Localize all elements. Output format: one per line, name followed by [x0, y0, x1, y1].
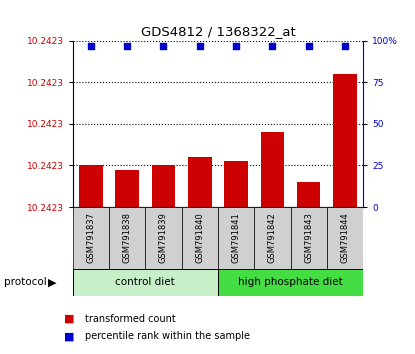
Text: ■: ■ [64, 314, 75, 324]
Bar [145, 207, 181, 269]
Text: GSM791839: GSM791839 [159, 212, 168, 263]
Text: ▶: ▶ [48, 277, 56, 287]
Point [124, 43, 130, 48]
Bar [327, 207, 363, 269]
Text: GSM791840: GSM791840 [195, 212, 204, 263]
Text: GSM791841: GSM791841 [232, 212, 241, 263]
Text: GSM791838: GSM791838 [122, 212, 132, 263]
Text: GSM791837: GSM791837 [86, 212, 95, 263]
Text: GSM791843: GSM791843 [304, 212, 313, 263]
Text: percentile rank within the sample: percentile rank within the sample [85, 331, 250, 341]
Bar [79, 166, 103, 207]
Bar [254, 207, 290, 269]
Bar [261, 132, 284, 207]
Text: control diet: control diet [115, 277, 175, 287]
Bar [224, 160, 248, 207]
Bar [73, 269, 218, 296]
Text: protocol: protocol [4, 277, 47, 287]
Bar [297, 182, 320, 207]
Title: GDS4812 / 1368322_at: GDS4812 / 1368322_at [141, 25, 295, 38]
Bar [73, 207, 109, 269]
Bar [151, 166, 175, 207]
Bar [218, 269, 363, 296]
Bar [181, 207, 218, 269]
Text: GSM791844: GSM791844 [340, 212, 349, 263]
Point [196, 43, 203, 48]
Text: GSM791842: GSM791842 [268, 212, 277, 263]
Bar [290, 207, 327, 269]
Bar [218, 207, 254, 269]
Point [160, 43, 167, 48]
Bar [333, 74, 357, 207]
Text: ■: ■ [64, 331, 75, 341]
Bar [188, 157, 212, 207]
Point [88, 43, 94, 48]
Point [269, 43, 276, 48]
Point [342, 43, 348, 48]
Point [233, 43, 239, 48]
Text: high phosphate diet: high phosphate diet [238, 277, 343, 287]
Point [305, 43, 312, 48]
Text: transformed count: transformed count [85, 314, 176, 324]
Bar [109, 207, 145, 269]
Bar [115, 171, 139, 207]
